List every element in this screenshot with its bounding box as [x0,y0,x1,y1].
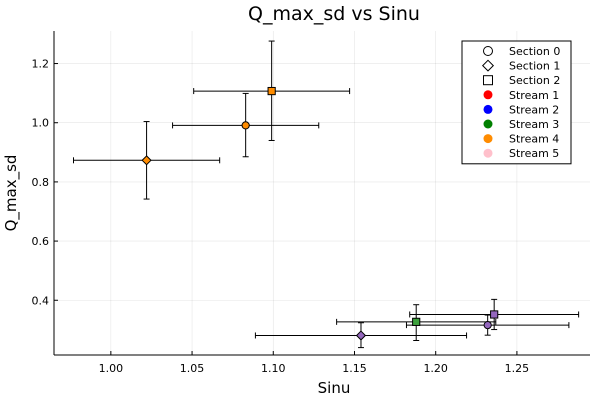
x-tick-label: 1.15 [342,362,367,375]
x-axis-title: Sinu [318,379,351,397]
legend-label: Stream 3 [509,118,559,131]
legend-box [461,40,572,165]
legend-marker [481,59,495,72]
legend-item: Stream 5 [483,147,559,160]
legend-marker [483,90,493,100]
legend-item: Section 1 [481,59,560,73]
x-tick-label: 1.20 [423,362,448,375]
legend-item: Stream 2 [483,103,559,116]
legend-marker [483,148,493,158]
legend-label: Stream 2 [509,103,559,116]
legend-marker [483,75,493,86]
chart-title: Q_max_sd vs Sinu [248,3,420,25]
errorbar-layer [72,40,580,349]
legend-marker [483,134,493,144]
legend-label: Section 0 [509,45,560,58]
data-point [355,330,367,341]
x-tick-label: 1.00 [99,362,124,375]
legend-item: Stream 1 [483,89,559,102]
legend-label: Stream 4 [509,133,559,146]
y-tick-label: 1.2 [32,58,50,71]
legend-label: Stream 5 [509,147,559,160]
legend-label: Stream 1 [509,89,559,102]
legend-item: Section 0 [483,45,560,58]
y-tick-label: 1.0 [32,117,50,130]
data-point [490,310,499,319]
legend-item: Stream 4 [483,133,559,146]
y-tick-label: 0.8 [32,176,50,189]
legend-marker [483,46,493,56]
legend-item: Section 2 [483,74,560,87]
axis-layer: 1.00 1.05 1.10 1.15 1.20 1.25 0.4 0.6 0.8 1.0 1.2 [32,31,590,375]
y-axis-title: Q_max_sd [2,155,21,232]
x-tick-label: 1.05 [180,362,205,375]
legend-marker [483,104,493,114]
y-tick-label: 0.6 [32,235,50,248]
y-tick-label: 0.4 [32,294,50,307]
x-tick-label: 1.25 [505,362,530,375]
legend-item: Stream 3 [483,118,559,131]
point-layer [141,86,499,341]
data-point [483,321,492,330]
legend-label: Section 2 [509,74,560,87]
data-point [267,86,276,96]
x-tick-label: 1.10 [261,362,286,375]
legend-marker [483,119,493,129]
legend-label: Section 1 [509,60,560,73]
data-point [141,155,152,166]
data-point [241,121,250,130]
data-point [412,317,421,326]
